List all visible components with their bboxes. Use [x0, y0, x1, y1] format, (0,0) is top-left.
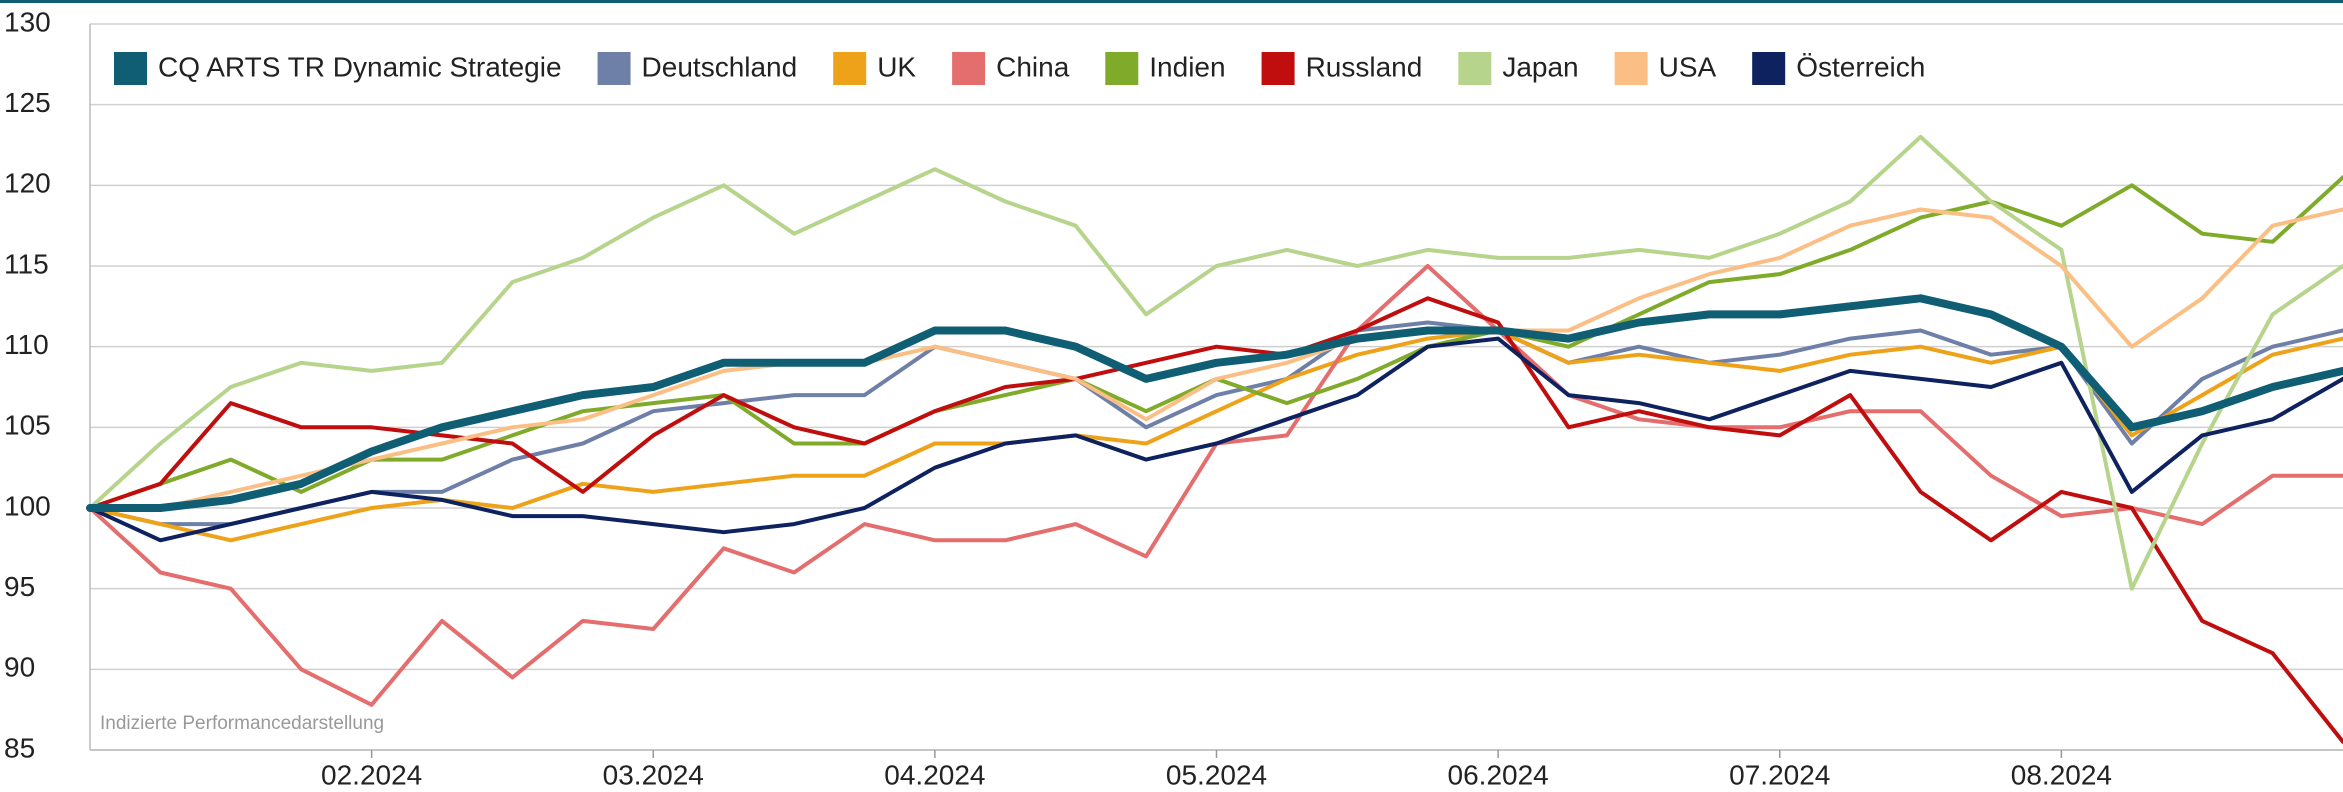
series-line [88, 134, 2343, 591]
legend-swatch [1458, 52, 1492, 85]
y-tick-label: 120 [4, 168, 51, 199]
legend-label: CQ ARTS TR Dynamic Strategie [158, 51, 562, 82]
annotation: Indizierte Performancedarstellung [100, 713, 384, 734]
series-line [86, 294, 2343, 512]
x-tick-label: 06.2024 [1448, 759, 1549, 790]
y-tick-label: 110 [4, 329, 49, 360]
legend-label: Deutschland [642, 51, 798, 82]
y-tick-label: 85 [4, 732, 35, 763]
legend-swatch [1105, 52, 1139, 85]
legend-swatch [1752, 52, 1786, 85]
series-line [88, 264, 2343, 707]
legend-label: Indien [1149, 51, 1225, 82]
legend-label: UK [877, 51, 916, 82]
y-tick-label: 125 [4, 87, 51, 118]
legend-label: Russland [1306, 51, 1423, 82]
series-line [88, 328, 2343, 543]
legend-swatch [114, 52, 147, 85]
x-tick-label: 07.2024 [1729, 759, 1830, 790]
y-tick-label: 90 [4, 652, 35, 683]
legend-label: USA [1659, 51, 1717, 82]
x-tick-label: 05.2024 [1166, 759, 1267, 790]
x-tick-label: 03.2024 [603, 759, 704, 790]
legend-swatch [597, 52, 631, 85]
y-tick-label: 95 [4, 571, 35, 602]
y-tick-label: 100 [4, 490, 51, 521]
legend-label: Österreich [1796, 51, 1925, 82]
y-tick-label: 115 [4, 248, 49, 279]
y-tick-label: 105 [4, 410, 51, 441]
legend-swatch [1614, 52, 1648, 85]
series-line [88, 207, 2343, 510]
legend-label: Japan [1502, 51, 1578, 82]
x-tick-label: 02.2024 [321, 759, 422, 790]
x-tick-label: 08.2024 [2011, 759, 2112, 790]
x-tick-label: 04.2024 [884, 759, 985, 790]
legend-swatch [833, 52, 867, 85]
series-line [88, 320, 2343, 527]
top-border [0, 0, 2343, 3]
legend-swatch [1261, 52, 1295, 85]
series-line [88, 336, 2343, 543]
y-tick-label: 130 [4, 6, 51, 37]
legend-label: China [996, 51, 1070, 82]
legend: CQ ARTS TR Dynamic Strategie Deutschland U… [114, 51, 1925, 85]
legend-swatch [952, 52, 986, 85]
